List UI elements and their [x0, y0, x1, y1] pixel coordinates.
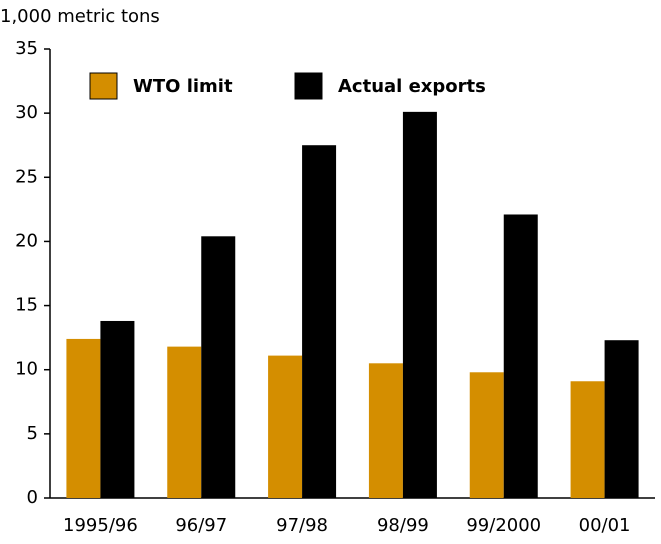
bar	[368, 363, 403, 498]
bar	[302, 145, 337, 498]
bar	[100, 320, 135, 498]
y-axis-label: 1,000 metric tons	[0, 6, 160, 27]
bar	[402, 111, 437, 499]
bar	[469, 372, 504, 498]
legend-swatch	[294, 72, 323, 100]
y-tick-label: 20	[15, 230, 38, 251]
x-tick-label: 00/01	[579, 515, 631, 536]
x-tick-label: 97/98	[276, 515, 328, 536]
bar	[268, 355, 303, 498]
y-tick-label: 25	[15, 166, 38, 187]
y-tick-label: 5	[27, 423, 38, 444]
bar	[201, 236, 236, 498]
y-tick-label: 35	[15, 38, 38, 59]
x-tick-label: 99/2000	[466, 515, 541, 536]
y-tick-label: 0	[27, 487, 38, 508]
legend-swatch	[89, 72, 118, 100]
y-tick-label: 30	[15, 102, 38, 123]
bar	[570, 381, 605, 498]
bar	[604, 340, 639, 498]
legend-label: Actual exports	[338, 76, 486, 97]
x-tick-label: 96/97	[175, 515, 227, 536]
x-tick-label: 1995/96	[63, 515, 138, 536]
legend-label: WTO limit	[133, 76, 233, 97]
bar	[503, 214, 538, 498]
x-tick-label: 98/99	[377, 515, 429, 536]
bar	[66, 338, 101, 498]
y-tick-label: 15	[15, 295, 38, 316]
bar	[167, 346, 202, 498]
y-tick-label: 10	[15, 359, 38, 380]
